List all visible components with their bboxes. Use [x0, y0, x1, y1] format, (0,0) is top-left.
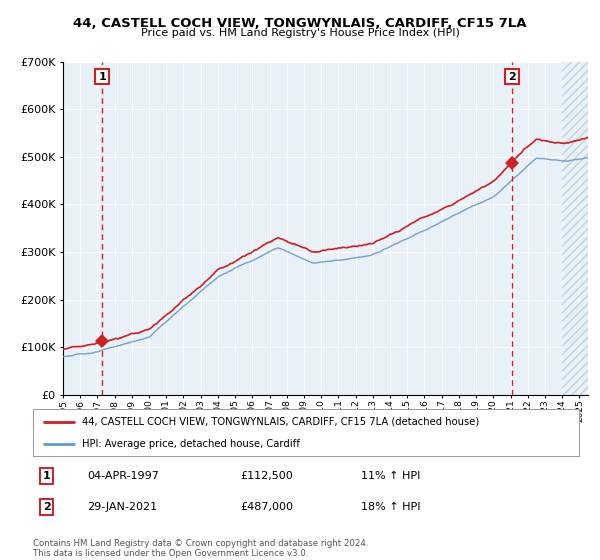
Text: 2: 2	[508, 72, 516, 82]
Text: 04-APR-1997: 04-APR-1997	[88, 471, 160, 481]
Text: 44, CASTELL COCH VIEW, TONGWYNLAIS, CARDIFF, CF15 7LA: 44, CASTELL COCH VIEW, TONGWYNLAIS, CARD…	[73, 17, 527, 30]
Text: 1: 1	[43, 471, 50, 481]
Text: 1: 1	[98, 72, 106, 82]
Text: 2: 2	[43, 502, 50, 512]
Text: 11% ↑ HPI: 11% ↑ HPI	[361, 471, 420, 481]
Text: Price paid vs. HM Land Registry's House Price Index (HPI): Price paid vs. HM Land Registry's House …	[140, 28, 460, 38]
Text: 29-JAN-2021: 29-JAN-2021	[88, 502, 158, 512]
Text: 18% ↑ HPI: 18% ↑ HPI	[361, 502, 420, 512]
Text: HPI: Average price, detached house, Cardiff: HPI: Average price, detached house, Card…	[82, 438, 300, 449]
Bar	[562, 62, 588, 395]
Text: £112,500: £112,500	[241, 471, 293, 481]
Text: Contains HM Land Registry data © Crown copyright and database right 2024.
This d: Contains HM Land Registry data © Crown c…	[33, 539, 368, 558]
Text: 44, CASTELL COCH VIEW, TONGWYNLAIS, CARDIFF, CF15 7LA (detached house): 44, CASTELL COCH VIEW, TONGWYNLAIS, CARD…	[82, 417, 479, 427]
Text: £487,000: £487,000	[241, 502, 293, 512]
